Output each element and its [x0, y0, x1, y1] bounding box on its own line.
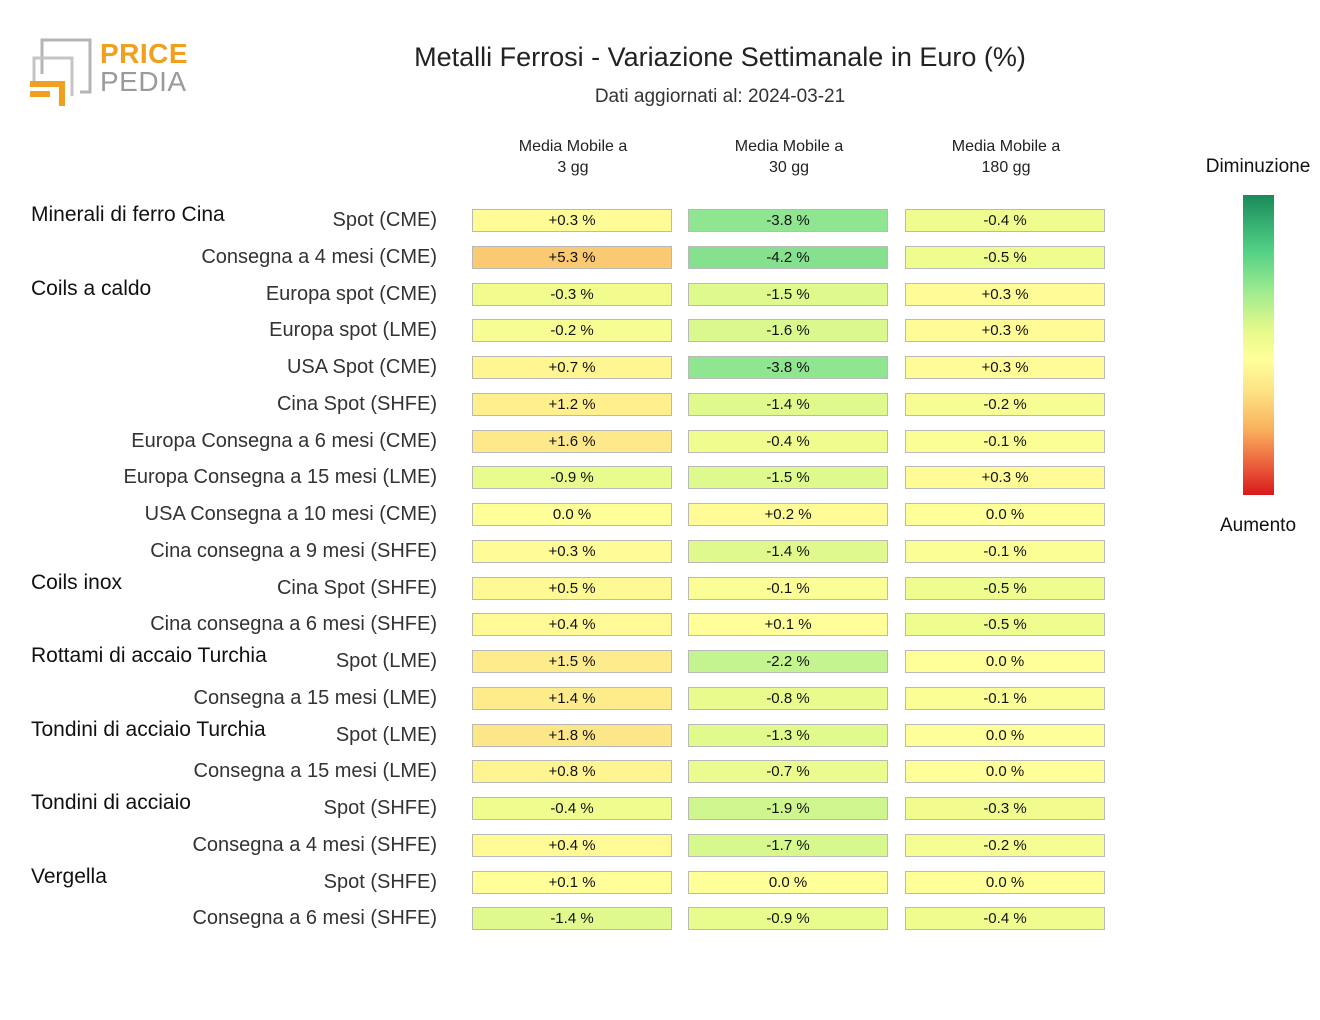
heatmap-cell: +0.7 %	[472, 356, 672, 379]
row-label: Consegna a 15 mesi (LME)	[193, 686, 437, 709]
chart-title: Metalli Ferrosi - Variazione Settimanale…	[414, 42, 1026, 72]
heatmap-cell: -0.3 %	[905, 797, 1105, 820]
heatmap-cell: +0.3 %	[905, 466, 1105, 490]
row-label: Spot (SHFE)	[323, 870, 437, 893]
heatmap-cell: +0.1 %	[472, 870, 672, 894]
heatmap-cell: 0.0 %	[688, 870, 888, 894]
row-label: Europa Consegna a 15 mesi (LME)	[123, 466, 438, 489]
heatmap-cell: +0.5 %	[472, 576, 672, 600]
heatmap-cell: -3.8 %	[688, 209, 888, 232]
heatmap-cell: -0.1 %	[905, 539, 1105, 563]
heatmap-cell: -1.4 %	[688, 392, 888, 416]
heatmap-cell: -2.2 %	[688, 650, 888, 673]
heatmap-cell: +1.6 %	[472, 429, 672, 453]
row-label: USA Consegna a 10 mesi (CME)	[144, 503, 437, 525]
heatmap-cell: -1.4 %	[472, 907, 672, 931]
heatmap-cell: +1.8 %	[472, 723, 672, 747]
group-label: Minerali di ferro Cina	[31, 203, 225, 226]
logo-price-text: PRICE	[100, 38, 189, 69]
heatmap-cell: -0.9 %	[472, 466, 672, 490]
color-scale-bar	[1243, 195, 1274, 495]
heatmap-cell: +0.3 %	[472, 209, 672, 232]
row-label: Cina consegna a 9 mesi (SHFE)	[150, 539, 437, 562]
column-header: Media Mobile a 180 gg	[951, 138, 1061, 176]
group-label: Tondini di acciaio Turchia	[31, 717, 266, 741]
pricepedia-logo: PRICE PEDIA	[28, 36, 188, 112]
row-label: USA Spot (CME)	[286, 356, 437, 378]
heatmap-cell: 0.0 %	[905, 760, 1105, 784]
group-label: Vergella	[31, 864, 107, 888]
heatmap-cell: -1.9 %	[688, 797, 888, 820]
heatmap-cell: 0.0 %	[905, 870, 1105, 894]
heatmap-cell: -1.5 %	[688, 282, 888, 306]
heatmap-cell: 0.0 %	[905, 650, 1105, 673]
heatmap-cell: -1.5 %	[688, 466, 888, 490]
row-label: Europa Consegna a 6 mesi (CME)	[131, 429, 437, 452]
row-label: Cina consegna a 6 mesi (SHFE)	[150, 613, 437, 636]
logo-mark-icon	[30, 38, 92, 106]
heatmap-cell: +5.3 %	[472, 245, 672, 269]
row-label: Europa spot (CME)	[265, 282, 437, 305]
heatmap-cell: -0.4 %	[688, 429, 888, 453]
chart-subtitle: Dati aggiornati al: 2024-03-21	[594, 86, 846, 107]
heatmap-cell: +0.3 %	[472, 539, 672, 563]
heatmap-cell: +0.1 %	[688, 613, 888, 637]
heatmap-cell: -3.8 %	[688, 356, 888, 379]
heatmap-cell: -0.1 %	[688, 576, 888, 600]
heatmap-cell: -0.8 %	[688, 686, 888, 710]
heatmap-cell: 0.0 %	[905, 723, 1105, 747]
row-label: Consegna a 15 mesi (LME)	[193, 760, 437, 783]
legend-bottom-label: Aumento	[1219, 515, 1297, 536]
row-label: Cina Spot (SHFE)	[276, 392, 437, 415]
row-label: Consegna a 6 mesi (SHFE)	[192, 907, 437, 930]
heatmap-cell: -1.7 %	[688, 833, 888, 857]
heatmap-cell: -0.4 %	[905, 209, 1105, 232]
heatmap-cell: -0.4 %	[472, 797, 672, 820]
heatmap-cell: -1.6 %	[688, 319, 888, 343]
heatmap-cell: -0.1 %	[905, 429, 1105, 453]
heatmap-cell: +0.3 %	[905, 356, 1105, 379]
heatmap-cell: -1.3 %	[688, 723, 888, 747]
logo-pedia-text: PEDIA	[100, 66, 187, 97]
heatmap-cell: -0.5 %	[905, 245, 1105, 269]
heatmap-cell: -0.5 %	[905, 576, 1105, 600]
heatmap-cell: +0.3 %	[905, 282, 1105, 306]
heatmap-cell: +0.4 %	[472, 613, 672, 637]
heatmap-cell: 0.0 %	[905, 503, 1105, 526]
row-label: Consegna a 4 mesi (SHFE)	[192, 833, 437, 856]
heatmap-cell: -0.2 %	[472, 319, 672, 343]
column-header: Media Mobile a 3 gg	[518, 138, 628, 176]
heatmap-cell: -1.4 %	[688, 539, 888, 563]
heatmap-cell: -0.9 %	[688, 907, 888, 931]
heatmap-cell: -0.3 %	[472, 282, 672, 306]
heatmap-cell: -0.2 %	[905, 392, 1105, 416]
row-label: Spot (SHFE)	[323, 797, 437, 819]
heatmap-cell: -0.4 %	[905, 907, 1105, 931]
row-label: Consegna a 4 mesi (CME)	[201, 245, 437, 268]
heatmap-cell: -0.7 %	[688, 760, 888, 784]
heatmap-cell: +0.8 %	[472, 760, 672, 784]
heatmap-cell: +0.2 %	[688, 503, 888, 526]
column-header: Media Mobile a 30 gg	[734, 138, 844, 176]
heatmap-cell: +1.5 %	[472, 650, 672, 673]
heatmap-cell: 0.0 %	[472, 503, 672, 526]
row-label: Spot (LME)	[335, 723, 437, 746]
group-label: Tondini di acciaio	[31, 791, 191, 814]
heatmap-cell: +0.3 %	[905, 319, 1105, 343]
row-label: Cina Spot (SHFE)	[276, 576, 437, 599]
heatmap-cell: +1.4 %	[472, 686, 672, 710]
heatmap-cell: -0.5 %	[905, 613, 1105, 637]
heatmap-cell: -0.2 %	[905, 833, 1105, 857]
heatmap-cell: -0.1 %	[905, 686, 1105, 710]
row-label: Spot (LME)	[335, 650, 437, 672]
row-label: Spot (CME)	[332, 209, 437, 231]
legend-top-label: Diminuzione	[1205, 156, 1311, 177]
heatmap-cell: +0.4 %	[472, 833, 672, 857]
row-label: Europa spot (LME)	[269, 319, 437, 342]
heatmap-cell: +1.2 %	[472, 392, 672, 416]
group-label: Coils a caldo	[31, 276, 152, 300]
group-label: Coils inox	[31, 570, 123, 594]
group-label: Rottami di accaio Turchia	[31, 644, 267, 667]
heatmap-cell: -4.2 %	[688, 245, 888, 269]
